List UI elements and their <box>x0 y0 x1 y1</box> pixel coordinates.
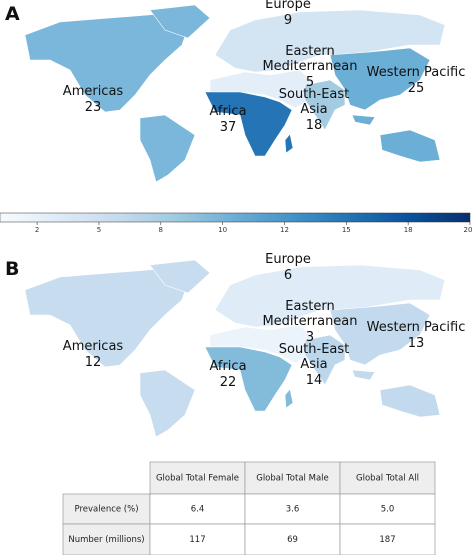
region-value: 5 <box>306 75 314 90</box>
region-name: Americas <box>63 339 124 354</box>
region-name: Americas <box>63 84 124 99</box>
table-cell-bg <box>244 493 341 525</box>
region-name: Europe <box>265 252 311 267</box>
colorbar-tick-label: 8 <box>159 226 163 234</box>
region <box>149 4 211 39</box>
table-cell-bg <box>149 523 246 555</box>
region-name: Eastern <box>285 44 334 59</box>
region-value: 14 <box>306 373 323 388</box>
region-name: Western Pacific <box>367 320 466 335</box>
table-cell: 6.4 <box>191 505 205 515</box>
table-header: Global Total Female <box>156 474 239 484</box>
table-cell: Prevalence (%) <box>74 505 138 515</box>
table-header-cell <box>244 461 341 495</box>
region-name: Eastern <box>285 299 334 314</box>
region-name: Europe <box>265 0 311 12</box>
region <box>304 334 346 386</box>
panel-label: A <box>5 3 20 25</box>
region-value: 13 <box>408 336 425 351</box>
table-cell: 5.0 <box>381 505 395 515</box>
table-cell-bg <box>149 493 246 525</box>
region-name: Mediterranean <box>262 59 357 74</box>
region-value: 6 <box>284 268 292 283</box>
region <box>379 129 441 163</box>
region <box>351 369 376 381</box>
region <box>379 384 441 418</box>
region <box>329 47 431 111</box>
region <box>204 346 293 412</box>
region <box>284 133 294 154</box>
region <box>204 91 293 157</box>
colorbar-tick-label: 18 <box>404 226 413 234</box>
table-header: Global Total All <box>356 474 419 484</box>
region <box>329 302 431 366</box>
region <box>139 369 196 438</box>
table-cell: 69 <box>287 535 298 545</box>
region <box>24 268 191 368</box>
region-value: 37 <box>220 120 237 135</box>
region-value: 25 <box>408 81 425 96</box>
region <box>149 259 211 294</box>
colorbar-tick-label: 10 <box>218 226 227 234</box>
region-name: South-East <box>279 342 350 357</box>
region-value: 18 <box>306 118 323 133</box>
region <box>351 114 376 126</box>
table-cell-bg <box>339 493 436 525</box>
colorbar-tick-label: 5 <box>97 226 101 234</box>
table-cell-bg <box>339 523 436 555</box>
table-cell-bg <box>244 523 341 555</box>
colorbar-tick-label: 20 <box>464 226 473 234</box>
region-value: 12 <box>85 355 102 370</box>
region <box>304 79 346 131</box>
colorbar <box>0 212 471 223</box>
region-name: Africa <box>209 104 246 119</box>
region <box>214 264 446 328</box>
colorbar-tick-label: 12 <box>280 226 289 234</box>
region-name: South-East <box>279 87 350 102</box>
table-header: Global Total Male <box>256 474 329 484</box>
colorbar-tick-label: 2 <box>35 226 39 234</box>
region <box>24 13 191 113</box>
region-value: 23 <box>85 100 102 115</box>
region-name: Mediterranean <box>262 314 357 329</box>
region <box>214 9 446 73</box>
table-cell: Number (millions) <box>68 535 144 545</box>
region-name: Asia <box>300 357 327 372</box>
table-header-cell <box>339 461 436 495</box>
table-cell: 3.6 <box>286 505 300 515</box>
panel-label: B <box>5 258 19 280</box>
region-value: 9 <box>284 13 292 28</box>
table-cell-bg <box>62 493 151 525</box>
colorbar-tick-label: 15 <box>342 226 351 234</box>
region-name: Western Pacific <box>367 65 466 80</box>
table-cell: 117 <box>189 535 205 545</box>
table-cell: 187 <box>379 535 395 545</box>
region-value: 22 <box>220 375 237 390</box>
region-name: Africa <box>209 359 246 374</box>
region-name: Asia <box>300 102 327 117</box>
region-value: 3 <box>306 330 314 345</box>
region <box>139 114 196 183</box>
region <box>284 388 294 409</box>
